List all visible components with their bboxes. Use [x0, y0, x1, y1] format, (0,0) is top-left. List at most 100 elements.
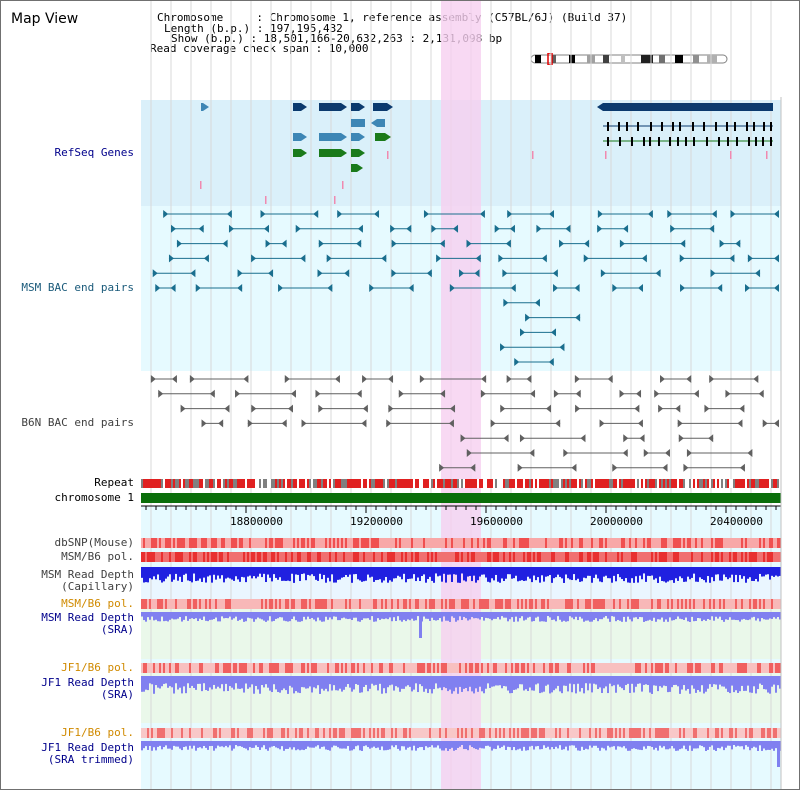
msm-pol-2-cell — [185, 599, 187, 609]
jf1-sra-depth-bar — [545, 676, 547, 686]
jf1-trim-depth-bar — [253, 741, 255, 748]
msm-pol-2-cell — [203, 599, 205, 609]
gene-exon — [619, 137, 621, 146]
dbsnp-cell — [739, 538, 741, 548]
msm-sra-depth-bar — [327, 612, 329, 620]
msm-pol-cell — [573, 552, 575, 562]
msm-sra-depth-bar — [451, 612, 453, 617]
msm-pol-2-cell — [409, 599, 411, 609]
jf1-pol-cell — [375, 663, 377, 673]
dbsnp-cell — [247, 538, 249, 548]
repeat-bar — [311, 479, 313, 488]
jf1-pol-cell — [715, 663, 717, 673]
repeat-bar — [479, 479, 481, 488]
capillary-depth-bar — [669, 567, 671, 581]
msm-pol-cell — [311, 552, 313, 562]
dbsnp-cell — [531, 538, 533, 548]
jf1-pol-cell — [319, 663, 321, 673]
bac-end-marker — [575, 389, 581, 398]
jf1-trim-depth-bar — [559, 741, 561, 746]
msm-pol-2-cell — [379, 599, 381, 609]
jf1-trim-depth-bar — [197, 741, 199, 748]
repeat-bar — [247, 479, 249, 488]
dbsnp-cell — [683, 538, 685, 548]
dbsnp-cell — [273, 538, 275, 548]
jf1-pol-2-cell — [393, 728, 395, 738]
capillary-depth-bar — [589, 567, 591, 576]
jf1-pol-2-cell — [341, 728, 343, 738]
jf1-sra-depth-bar — [551, 676, 553, 693]
capillary-depth-bar — [171, 567, 173, 582]
jf1-trim-depth-bar — [193, 741, 195, 746]
msm-sra-depth-bar — [779, 612, 781, 620]
dbsnp-cell — [157, 538, 159, 548]
jf1-pol-cell — [191, 663, 193, 673]
dbsnp-cell — [671, 538, 673, 548]
msm-pol-cell — [167, 552, 169, 562]
capillary-depth-bar — [413, 567, 415, 575]
msm-pol-2-cell — [551, 599, 553, 609]
repeat-bar — [621, 479, 623, 488]
chromosome-ideogram[interactable] — [529, 53, 729, 65]
repeat-bar — [233, 479, 235, 488]
jf1-pol-cell — [369, 663, 371, 673]
jf1-pol-2-cell — [193, 728, 195, 738]
jf1-trim-depth-bar — [703, 741, 705, 748]
jf1-pol-cell — [643, 663, 645, 673]
jf1-sra-depth-bar — [389, 676, 391, 686]
msm-pol-cell — [777, 552, 779, 562]
msm-pol-cell — [443, 552, 445, 562]
jf1-pol-2-cell — [197, 728, 199, 738]
dbsnp-cell — [243, 538, 245, 548]
msm-sra-depth-bar — [459, 612, 461, 617]
jf1-pol-2-cell — [215, 728, 217, 738]
jf1-sra-depth-bar — [335, 676, 337, 691]
msm-pol-2-cell — [287, 599, 289, 609]
jf1-pol-2-cell — [639, 728, 641, 738]
msm-sra-depth-bar — [203, 612, 205, 617]
msm-pol-2-cell — [171, 599, 173, 609]
jf1-trim-depth-bar — [479, 741, 481, 748]
jf1-pol-2-cell — [475, 728, 477, 738]
jf1-pol-2-cell — [435, 728, 437, 738]
jf1-pol-2-cell — [177, 728, 179, 738]
capillary-depth-bar — [737, 567, 739, 583]
jf1-pol-cell — [663, 663, 665, 673]
jf1-pol-cell — [613, 663, 615, 673]
msm-pol-2-cell — [141, 599, 143, 609]
jf1-pol-2-cell — [391, 728, 393, 738]
msm-sra-depth-bar — [345, 612, 347, 619]
jf1-sra-depth-bar — [745, 676, 747, 691]
capillary-depth-bar — [765, 567, 767, 575]
msm-pol-2-cell — [311, 599, 313, 609]
msm-sra-depth-bar — [677, 612, 679, 617]
repeat-bar — [143, 479, 145, 488]
capillary-depth-bar — [769, 567, 771, 580]
msm-sra-depth-bar — [727, 612, 729, 620]
msm-sra-depth-bar — [351, 612, 353, 621]
dbsnp-cell — [333, 538, 335, 548]
jf1-pol-2-cell — [187, 728, 189, 738]
jf1-sra-depth-bar — [747, 676, 749, 686]
jf1-pol-cell — [773, 663, 775, 673]
msm-pol-2-cell — [385, 599, 387, 609]
msm-pol-2-cell — [267, 599, 269, 609]
msm-pol-cell — [571, 552, 573, 562]
bac-end-marker — [584, 239, 590, 248]
dbsnp-cell — [255, 538, 257, 548]
jf1-sra-depth-bar — [451, 676, 453, 694]
ruler-tick-label: 20000000 — [590, 515, 643, 528]
msm-pol-cell — [207, 552, 209, 562]
msm-sra-depth-bar — [509, 612, 511, 620]
capillary-depth-bar — [437, 567, 439, 577]
msm-pol-cell — [149, 552, 151, 562]
jf1-pol-2-cell — [547, 728, 549, 738]
msm-sra-depth-bar — [645, 612, 647, 622]
jf1-sra-depth-bar — [537, 676, 539, 684]
dbsnp-cell — [311, 538, 313, 548]
jf1-pol-2-cell — [321, 728, 323, 738]
msm-pol-cell — [625, 552, 627, 562]
capillary-depth-bar — [199, 567, 201, 579]
jf1-pol-cell — [189, 663, 191, 673]
